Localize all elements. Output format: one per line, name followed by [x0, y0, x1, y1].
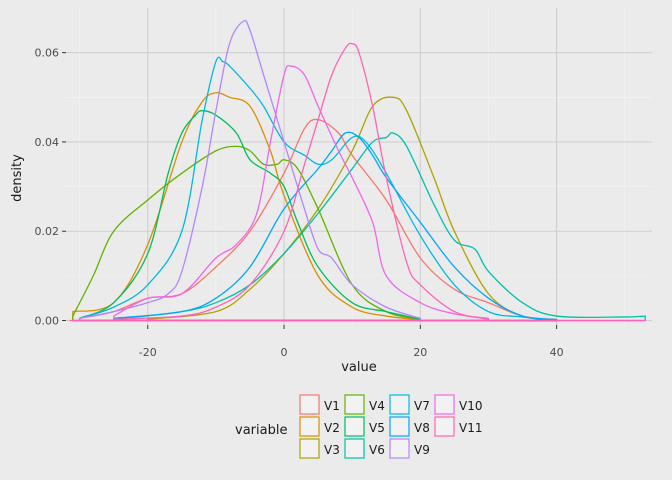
density-line-v3 [147, 96, 558, 322]
legend-label-v7: V7 [414, 399, 430, 413]
x-tick-label: -20 [139, 346, 157, 359]
y-tick-label: 0.00 [35, 315, 60, 328]
density-line-v5 [78, 110, 421, 322]
legend-key-v10 [434, 394, 455, 415]
legend-key-v4 [344, 394, 365, 415]
density-line-v2 [72, 92, 421, 322]
legend-label-v6: V6 [369, 443, 385, 457]
legend-key-v11 [434, 416, 455, 437]
grid-lines [66, 8, 652, 325]
y-tick-label: 0.02 [35, 225, 60, 238]
series-lines [69, 19, 646, 322]
legend-key-v1 [299, 394, 320, 415]
legend-label-v9: V9 [414, 443, 430, 457]
density-line-v9 [78, 19, 421, 322]
density-line-v11 [113, 42, 490, 322]
axes: -20 0 20 40 0.00 0.02 0.04 0.06 [35, 47, 564, 359]
x-axis-title: value [341, 360, 377, 375]
x-tick-label: 20 [413, 346, 427, 359]
legend-key-v8 [389, 416, 410, 437]
legend-label-v1: V1 [324, 399, 340, 413]
density-line-v8 [113, 131, 558, 322]
y-axis-title: density [10, 154, 25, 202]
legend-key-v2 [299, 416, 320, 437]
legend-key-v6 [344, 438, 365, 459]
legend-title: variable [235, 423, 287, 438]
legend-label-v4: V4 [369, 399, 385, 413]
legend: variable V1 V2 V3 V4 V5 V6 V7 V8 V9 V10 V11 [235, 394, 482, 459]
y-tick-label: 0.06 [35, 47, 60, 60]
x-tick-label: 0 [281, 346, 288, 359]
legend-label-v10: V10 [459, 399, 482, 413]
legend-key-v9 [389, 438, 410, 459]
legend-label-v3: V3 [324, 443, 340, 457]
x-tick-label: 40 [550, 346, 564, 359]
density-line-v4 [72, 145, 421, 322]
legend-label-v5: V5 [369, 421, 385, 435]
legend-label-v8: V8 [414, 421, 430, 435]
legend-label-v2: V2 [324, 421, 340, 435]
density-line-v10 [113, 64, 490, 322]
density-line-v7 [78, 56, 558, 322]
legend-label-v11: V11 [459, 421, 482, 435]
y-tick-label: 0.04 [35, 136, 60, 149]
legend-key-v5 [344, 416, 365, 437]
legend-key-v3 [299, 438, 320, 459]
legend-key-v7 [389, 394, 410, 415]
